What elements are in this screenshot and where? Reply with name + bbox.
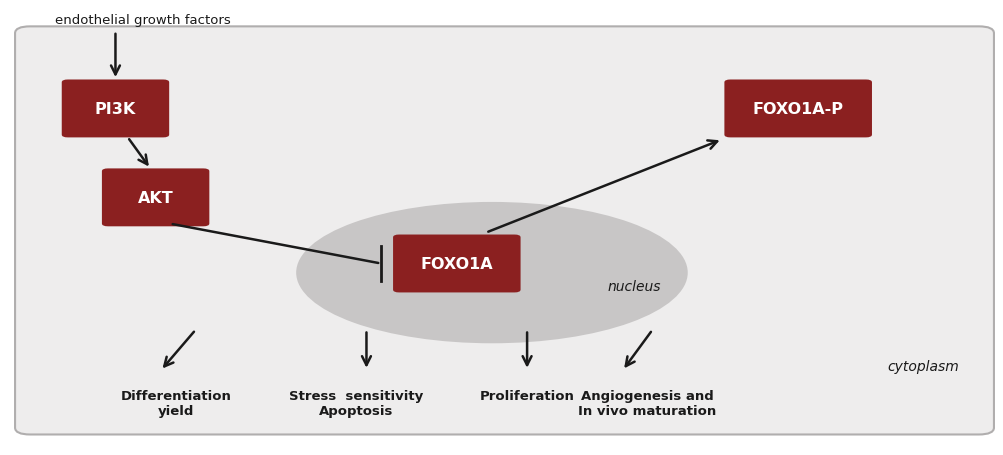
FancyBboxPatch shape — [15, 27, 993, 435]
Text: FOXO1A: FOXO1A — [420, 257, 492, 271]
Text: endothelial growth factors: endothelial growth factors — [55, 14, 231, 27]
FancyBboxPatch shape — [62, 80, 169, 138]
Text: cytoplasm: cytoplasm — [887, 359, 958, 373]
Ellipse shape — [296, 202, 687, 344]
Text: PI3K: PI3K — [94, 102, 136, 116]
FancyBboxPatch shape — [724, 80, 872, 138]
Text: Stress  sensitivity
Apoptosis: Stress sensitivity Apoptosis — [289, 389, 423, 417]
Text: FOXO1A-P: FOXO1A-P — [752, 102, 843, 116]
Text: Angiogenesis and
In vivo maturation: Angiogenesis and In vivo maturation — [578, 389, 716, 417]
Text: Proliferation: Proliferation — [479, 389, 574, 402]
FancyBboxPatch shape — [102, 169, 210, 227]
Text: AKT: AKT — [137, 191, 174, 205]
Text: Differentiation
yield: Differentiation yield — [120, 389, 231, 417]
FancyBboxPatch shape — [393, 235, 521, 293]
Text: nucleus: nucleus — [607, 280, 660, 293]
